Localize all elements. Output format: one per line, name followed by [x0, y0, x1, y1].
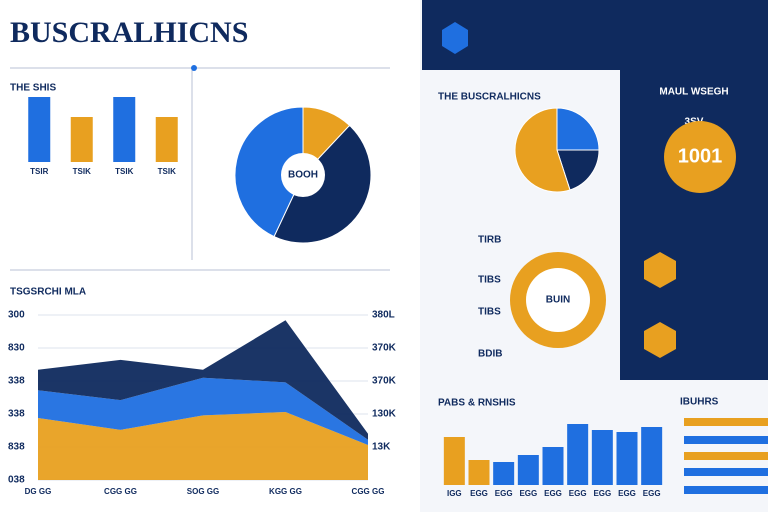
y-tick-label: 300 — [8, 310, 25, 321]
x-tick-label: EGG — [643, 489, 661, 498]
x-tick-label: TSIK — [158, 167, 176, 176]
pie-slice — [514, 107, 571, 193]
progress-bar — [684, 436, 768, 444]
y2-tick-label: 370K — [372, 376, 397, 387]
x-tick-label: TSIR — [30, 167, 48, 176]
bar — [70, 117, 93, 162]
area — [38, 377, 368, 446]
x-tick-label: CGG GG — [352, 487, 385, 496]
chart-title: THE BUSCRALHICNS — [438, 92, 541, 103]
dot — [191, 65, 197, 71]
pie-label: BOOH — [288, 170, 318, 181]
bars-title: IBUHRS — [680, 397, 719, 408]
bar — [591, 430, 613, 485]
progress-bar — [684, 486, 768, 494]
area — [38, 320, 368, 440]
progress-bar — [684, 452, 768, 460]
progress-bar — [684, 418, 768, 426]
donut-hole — [526, 268, 590, 332]
x-tick-label: EGG — [544, 489, 562, 498]
x-tick-label: DG GG — [25, 487, 52, 496]
y-tick-label: 830 — [8, 343, 25, 354]
x-tick-label: EGG — [569, 489, 587, 498]
y-tick-label: 838 — [8, 442, 25, 453]
y2-tick-label: 13K — [372, 442, 391, 453]
list-label: TIRB — [478, 235, 501, 246]
bar — [641, 427, 663, 485]
x-tick-label: TSIK — [73, 167, 91, 176]
logo — [442, 22, 468, 54]
pie-slice — [556, 107, 600, 151]
top-banner — [422, 0, 768, 70]
area — [38, 412, 368, 480]
bar — [493, 462, 515, 485]
badge — [644, 322, 676, 358]
y-tick-label: 338 — [8, 409, 25, 420]
page-title: BUSCRALHICNS — [10, 16, 248, 49]
kpi-circle — [664, 121, 736, 193]
list-label: TIBS — [478, 275, 501, 286]
bar — [567, 424, 589, 485]
x-tick-label: EGG — [593, 489, 611, 498]
list-label: TIBS — [478, 307, 501, 318]
bar — [468, 460, 490, 485]
x-tick-label: EGG — [470, 489, 488, 498]
y2-tick-label: 130K — [372, 409, 397, 420]
pie-slice — [234, 106, 304, 238]
y2-tick-label: 380L — [372, 310, 395, 321]
y2-tick-label: 370K — [372, 343, 397, 354]
x-tick-label: KGG GG — [269, 487, 302, 496]
x-tick-label: EGG — [495, 489, 513, 498]
bar — [443, 437, 465, 485]
bar — [155, 117, 178, 162]
chart-title: TSGSRCHI MLA — [10, 287, 86, 298]
list-label: BDIB — [478, 349, 502, 360]
x-tick-label: EGG — [618, 489, 636, 498]
x-tick-label: IGG — [447, 489, 462, 498]
x-tick-label: CGG GG — [104, 487, 137, 496]
bar — [113, 97, 136, 162]
chart-title: PABS & RNSHIS — [438, 398, 516, 409]
y-tick-label: 338 — [8, 376, 25, 387]
kpi-title: MAUL WSEGH — [659, 87, 728, 98]
y-tick-label: 038 — [8, 475, 25, 486]
pie-center — [281, 153, 325, 197]
bar — [542, 447, 564, 485]
bar — [517, 455, 539, 485]
bar — [28, 97, 51, 162]
x-tick-label: TSIK — [115, 167, 133, 176]
progress-bar — [684, 468, 768, 476]
chart-title: THE SHIS — [10, 83, 56, 94]
badge — [644, 252, 676, 288]
kpi-value: 1001 — [678, 145, 723, 167]
bar — [616, 432, 638, 485]
pie-slice — [556, 149, 600, 191]
donut-label: BUIN — [546, 295, 570, 306]
x-tick-label: EGG — [519, 489, 537, 498]
x-tick-label: SOG GG — [187, 487, 219, 496]
